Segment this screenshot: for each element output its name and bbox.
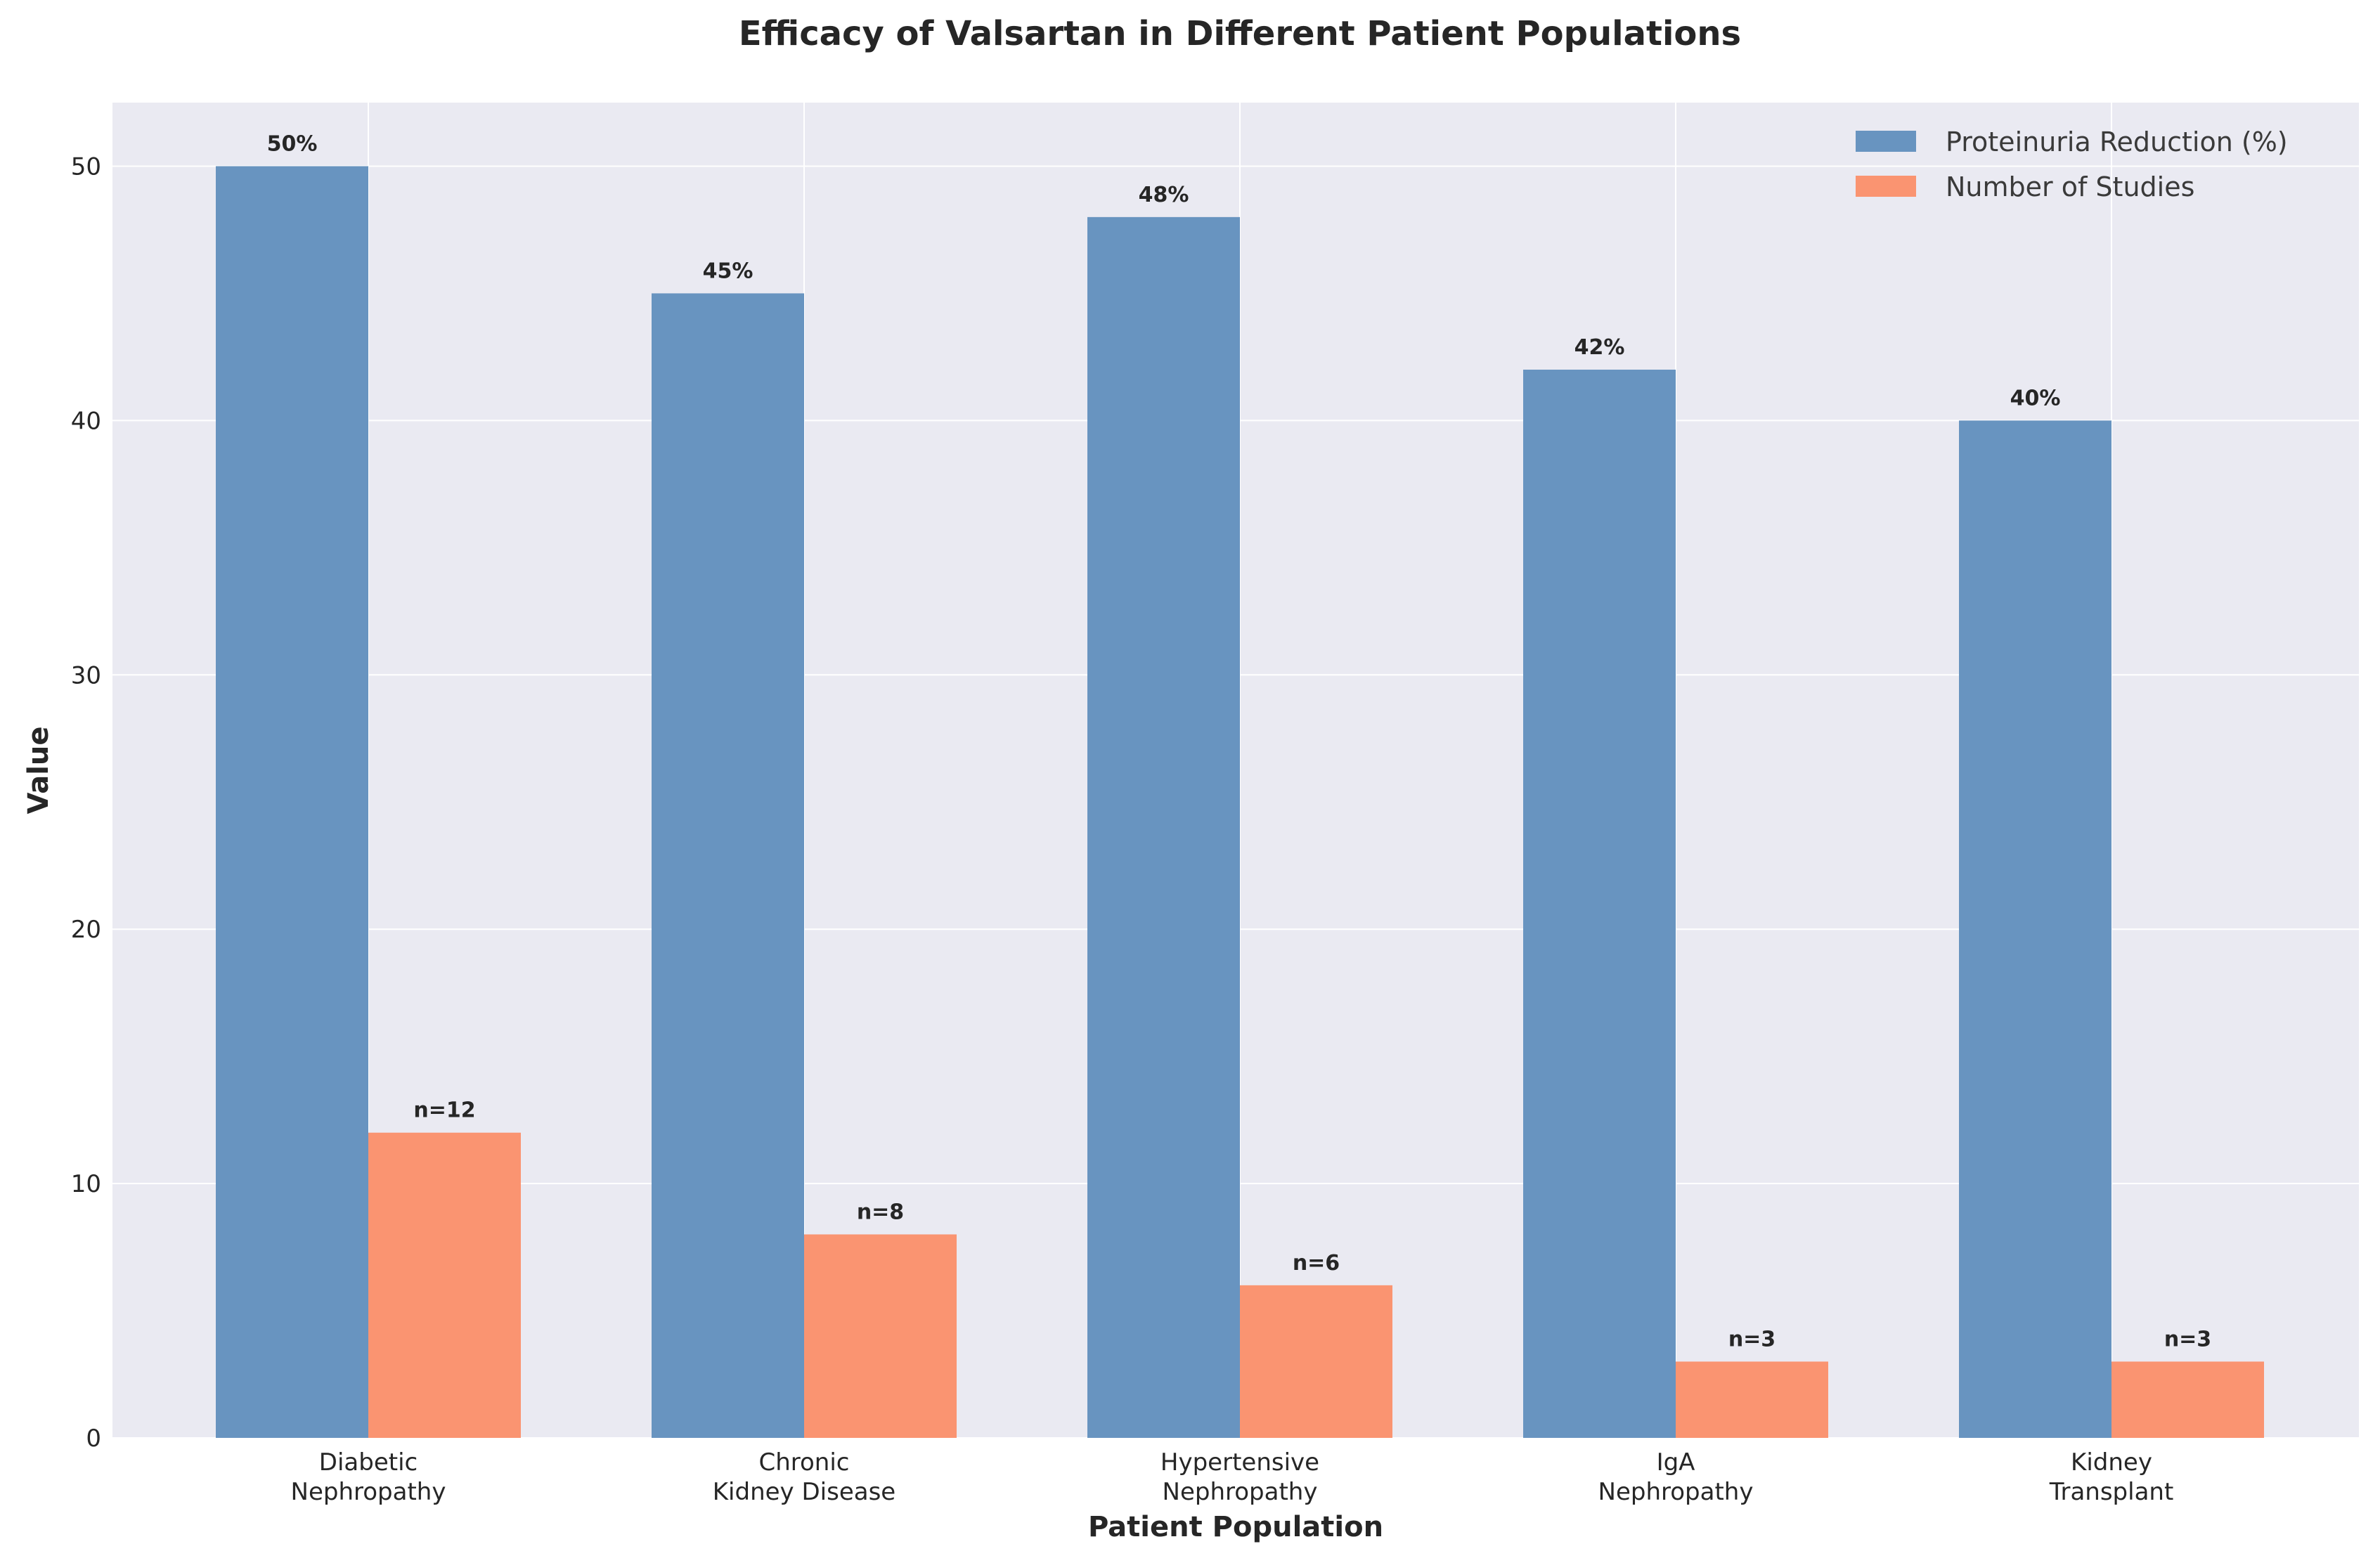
legend[interactable]: Proteinuria Reduction (%) Number of Stud…	[1856, 126, 2288, 202]
chart-title: Efficacy of Valsartan in Different Patie…	[739, 14, 1741, 53]
y-tick-label: 40	[71, 407, 101, 435]
legend-swatch-studies	[1856, 176, 1916, 197]
y-tick-label: 50	[71, 153, 101, 181]
x-axis-label: Patient Population	[1088, 1511, 1383, 1543]
y-axis-label: Value	[22, 726, 55, 814]
bar-number-of-studies[interactable]	[368, 1132, 521, 1438]
y-tick-label: 20	[71, 916, 101, 944]
y-tick-label: 0	[86, 1425, 101, 1453]
x-tick-label: IgA Nephropathy	[1598, 1448, 1754, 1506]
y-axis-ticks: 0 10 20 30 40 50	[71, 153, 101, 1453]
data-label-studies: n=3	[1728, 1327, 1776, 1351]
bar-proteinuria-reduction[interactable]	[652, 293, 804, 1438]
bar-number-of-studies[interactable]	[1240, 1285, 1392, 1438]
y-tick-label: 10	[71, 1170, 101, 1198]
x-tick-label: Diabetic Nephropathy	[291, 1448, 446, 1506]
bar-proteinuria-reduction[interactable]	[1087, 216, 1240, 1438]
bar-proteinuria-reduction[interactable]	[1959, 420, 2111, 1438]
bar-proteinuria-reduction[interactable]	[1523, 370, 1676, 1438]
bar-number-of-studies[interactable]	[804, 1234, 957, 1438]
data-label-proteinuria: 42%	[1574, 335, 1625, 360]
data-label-studies: n=12	[413, 1098, 475, 1123]
data-labels: 50% 45% 48% 42% 40% n=12 n=8 n=6 n=3 n=3	[267, 131, 2212, 1351]
bar-proteinuria-reduction[interactable]	[216, 166, 368, 1438]
bar-number-of-studies[interactable]	[2111, 1361, 2264, 1438]
y-tick-label: 30	[71, 661, 101, 689]
data-label-studies: n=3	[2164, 1327, 2211, 1351]
x-tick-label: Kidney Transplant	[2049, 1448, 2174, 1506]
data-label-studies: n=6	[1293, 1251, 1340, 1276]
legend-label-studies: Number of Studies	[1946, 171, 2194, 202]
data-label-proteinuria: 40%	[2010, 386, 2061, 410]
legend-swatch-proteinuria	[1856, 131, 1916, 152]
x-tick-label: Chronic Kidney Disease	[713, 1448, 895, 1506]
bar-number-of-studies[interactable]	[1676, 1361, 1828, 1438]
x-axis-ticks: Diabetic Nephropathy Chronic Kidney Disease…	[291, 1448, 2174, 1506]
data-label-proteinuria: 45%	[703, 259, 754, 283]
data-label-proteinuria: 48%	[1139, 183, 1189, 207]
x-tick-label: Hypertensive Nephropathy	[1160, 1448, 1319, 1506]
data-label-studies: n=8	[857, 1200, 904, 1224]
legend-label-proteinuria: Proteinuria Reduction (%)	[1946, 126, 2288, 157]
bars	[216, 166, 2264, 1438]
data-label-proteinuria: 50%	[267, 131, 318, 156]
